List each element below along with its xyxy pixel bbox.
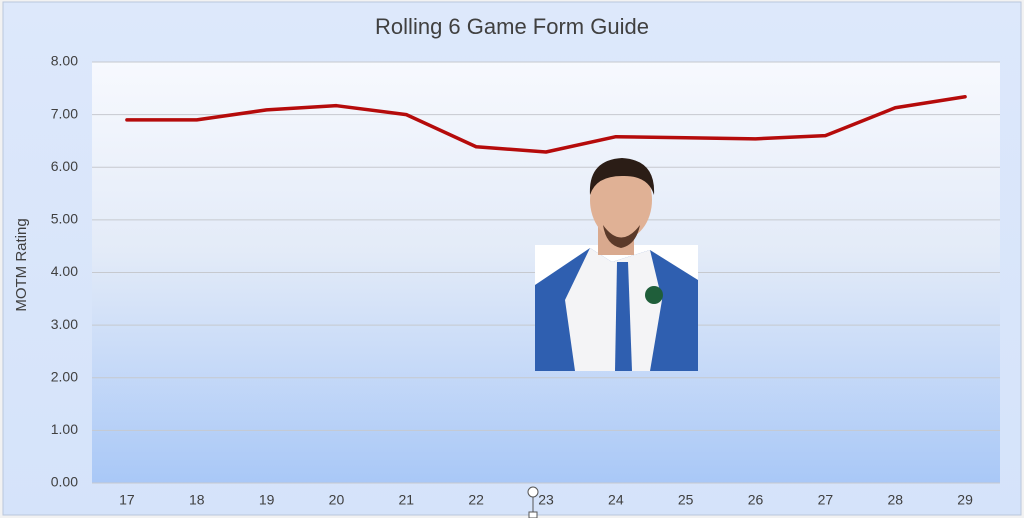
x-tick-label: 18 <box>189 492 205 508</box>
x-tick-label: 23 <box>538 492 554 508</box>
y-tick-label: 4.00 <box>51 263 78 279</box>
resize-handle <box>527 486 539 519</box>
x-tick-label: 25 <box>678 492 694 508</box>
y-tick-label: 8.00 <box>51 53 78 69</box>
x-tick-label: 22 <box>468 492 484 508</box>
player-photo <box>535 158 698 371</box>
x-tick-label: 28 <box>887 492 903 508</box>
chart-title: Rolling 6 Game Form Guide <box>375 14 649 39</box>
y-tick-label: 2.00 <box>51 368 78 384</box>
x-tick-label: 19 <box>259 492 275 508</box>
y-tick-label: 3.00 <box>51 316 78 332</box>
y-axis-label: MOTM Rating <box>13 218 30 311</box>
y-tick-label: 7.00 <box>51 105 78 121</box>
x-tick-label: 24 <box>608 492 624 508</box>
x-tick-label: 29 <box>957 492 973 508</box>
x-tick-label: 27 <box>818 492 834 508</box>
y-tick-label: 5.00 <box>51 211 78 227</box>
y-tick-label: 1.00 <box>51 421 78 437</box>
y-tick-label: 0.00 <box>51 474 78 490</box>
y-tick-label: 6.00 <box>51 158 78 174</box>
x-tick-label: 26 <box>748 492 764 508</box>
x-tick-label: 20 <box>329 492 345 508</box>
marks: 0.00 1.00 2.00 3.00 4.00 5.00 6.00 7.00 8.00 17 18… <box>51 53 1000 508</box>
x-tick-label: 17 <box>119 492 135 508</box>
x-tick-label: 21 <box>399 492 415 508</box>
series-line <box>125 94 967 154</box>
